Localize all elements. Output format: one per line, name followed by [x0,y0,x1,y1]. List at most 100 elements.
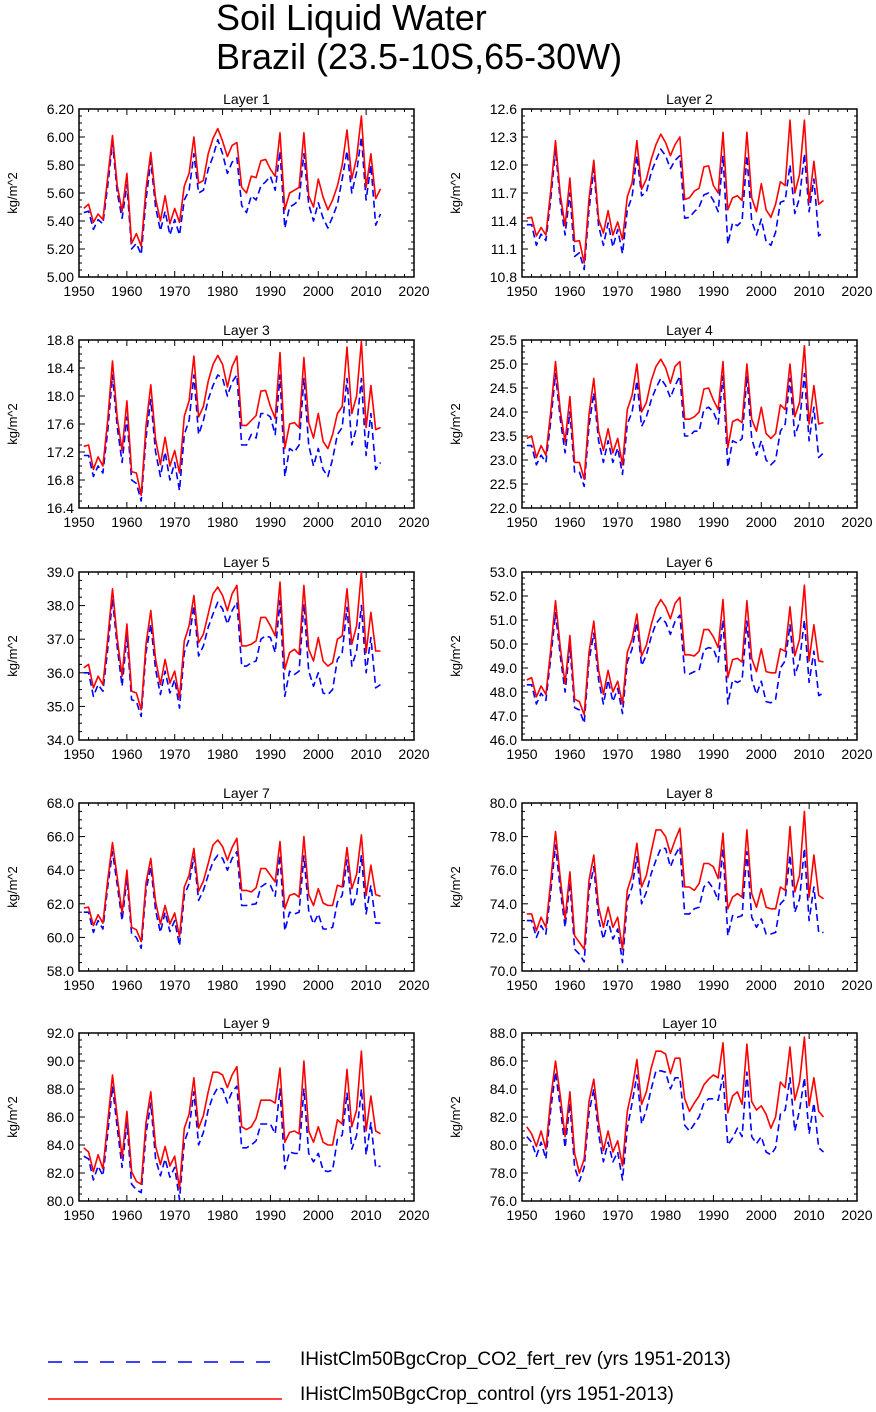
panel-title: Layer 10 [662,1015,717,1031]
x-tick-label: 1960 [111,514,142,530]
x-tick-label: 2010 [794,977,825,993]
y-tick-label: 23.5 [490,428,517,444]
series-line-co2-fert-rev [526,844,824,964]
x-tick-label: 2020 [841,977,872,993]
title-line-2: Brazil (23.5-10S,65-30W) [216,36,623,77]
x-tick-label: 2020 [398,977,429,993]
x-tick-label: 1970 [602,977,633,993]
y-tick-label: 58.0 [47,963,74,979]
y-axis-label: kg/m^2 [448,172,463,214]
x-tick-label: 2020 [398,283,429,299]
y-tick-label: 36.0 [47,665,74,681]
x-tick-label: 2010 [794,283,825,299]
y-tick-label: 5.40 [47,213,74,229]
x-tick-label: 1970 [602,283,633,299]
y-tick-label: 80.0 [47,1193,74,1209]
y-axis-label: kg/m^2 [5,866,20,908]
x-tick-label: 2010 [351,1207,382,1223]
y-tick-label: 82.0 [47,1165,74,1181]
panel-1: Layer 1 kg/m^2 1950 1960 1970 1980 1990 2000 201… [5,91,430,299]
series-line-control [526,584,824,716]
x-tick-label: 1960 [554,514,585,530]
y-tick-label: 47.0 [490,708,517,724]
series-line-control [526,1036,825,1174]
series-line-co2-fert-rev [526,1070,825,1183]
x-tick-label: 1990 [255,1207,286,1223]
y-tick-label: 82.0 [490,1109,517,1125]
y-tick-label: 17.2 [47,444,74,460]
x-tick-label: 1970 [159,283,190,299]
y-tick-label: 80.0 [490,1137,517,1153]
y-tick-label: 51.0 [490,612,517,628]
x-tick-label: 2020 [398,1207,429,1223]
legend-label-co2-fert-rev: IHistClm50BgcCrop_CO2_fert_rev (yrs 1951… [300,1349,731,1370]
y-tick-label: 60.0 [47,929,74,945]
x-tick-label: 2000 [303,514,334,530]
y-tick-label: 6.00 [47,129,74,145]
series-line-control [83,1050,381,1190]
x-tick-label: 2000 [746,283,777,299]
y-tick-label: 88.0 [47,1081,74,1097]
x-tick-label: 1950 [63,746,94,762]
x-tick-label: 1960 [554,1207,585,1223]
x-tick-label: 2010 [794,514,825,530]
y-axis-label: kg/m^2 [5,172,20,214]
series-line-control [526,344,824,481]
x-tick-label: 1970 [159,746,190,762]
x-tick-label: 2020 [841,514,872,530]
y-tick-label: 22.0 [490,500,517,516]
x-tick-label: 1980 [207,283,238,299]
title-line-1: Soil Liquid Water [216,0,487,38]
panel-8: Layer 8 kg/m^2 1950 1960 1970 1980 1990 2000 201… [448,785,873,993]
legend-label-control: IHistClm50BgcCrop_control (yrs 1951-2013… [300,1384,674,1405]
x-tick-label: 1960 [554,746,585,762]
x-tick-label: 1990 [255,514,286,530]
x-tick-label: 1990 [698,977,729,993]
x-tick-label: 2020 [841,1207,872,1223]
y-tick-label: 48.0 [490,684,517,700]
x-tick-label: 1980 [650,746,681,762]
y-tick-label: 76.0 [490,862,517,878]
panel-9: Layer 9 kg/m^2 1950 1960 1970 1980 1990 2000 201… [5,1015,430,1223]
panel-title: Layer 2 [666,91,713,107]
panel-10: Layer 10 kg/m^2 1950 1960 1970 1980 1990 2000 20… [448,1015,873,1223]
x-tick-label: 1970 [159,977,190,993]
y-tick-label: 62.0 [47,896,74,912]
x-tick-label: 1950 [506,746,537,762]
panel-title: Layer 3 [223,322,270,338]
y-tick-label: 25.5 [490,332,517,348]
series-line-co2-fert-rev [83,850,381,950]
x-tick-label: 1980 [207,746,238,762]
y-tick-label: 64.0 [47,862,74,878]
x-tick-label: 2010 [351,977,382,993]
y-tick-label: 11.7 [491,185,517,201]
panel-title: Layer 9 [223,1015,270,1031]
x-tick-label: 1950 [63,1207,94,1223]
x-tick-label: 2000 [746,514,777,530]
x-tick-label: 1980 [650,514,681,530]
y-tick-label: 66.0 [47,829,74,845]
y-tick-label: 16.4 [47,500,74,516]
y-tick-label: 76.0 [490,1193,517,1209]
y-tick-label: 35.0 [47,698,74,714]
x-tick-label: 2000 [303,283,334,299]
x-tick-label: 1990 [255,746,286,762]
y-tick-label: 53.0 [490,564,517,580]
y-tick-label: 22.5 [490,476,517,492]
y-tick-label: 5.20 [47,241,74,257]
x-tick-label: 1980 [650,977,681,993]
x-tick-label: 2010 [351,746,382,762]
y-tick-label: 92.0 [47,1025,74,1041]
panel-title: Layer 5 [223,554,270,570]
y-tick-label: 12.0 [490,157,517,173]
x-tick-label: 1970 [159,1207,190,1223]
x-tick-label: 2000 [746,1207,777,1223]
x-tick-label: 2020 [841,746,872,762]
series-line-control [526,810,824,951]
x-tick-label: 1990 [698,283,729,299]
panel-4: Layer 4 kg/m^2 1950 1960 1970 1980 1990 2000 201… [448,322,873,530]
x-tick-label: 1990 [698,746,729,762]
x-tick-label: 1950 [506,283,537,299]
y-tick-label: 37.0 [47,631,74,647]
y-tick-label: 24.0 [490,404,517,420]
